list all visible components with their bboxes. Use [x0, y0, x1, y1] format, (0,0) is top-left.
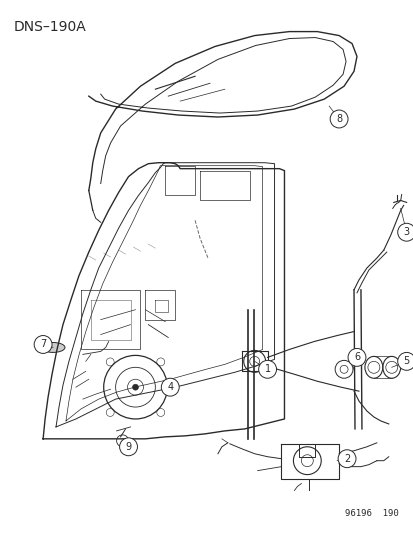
Circle shape — [34, 336, 52, 353]
Circle shape — [330, 110, 347, 128]
Circle shape — [347, 349, 365, 366]
Text: 3: 3 — [403, 227, 409, 237]
Text: 6: 6 — [353, 352, 359, 362]
Text: 5: 5 — [403, 357, 409, 366]
Text: 7: 7 — [40, 340, 46, 350]
Circle shape — [397, 223, 413, 241]
Circle shape — [397, 352, 413, 370]
Text: 2: 2 — [343, 454, 349, 464]
Text: DNS–190A: DNS–190A — [13, 20, 86, 34]
Text: 4: 4 — [167, 382, 173, 392]
Text: 9: 9 — [125, 442, 131, 452]
Ellipse shape — [41, 343, 65, 352]
Text: 1: 1 — [264, 365, 270, 374]
Text: 8: 8 — [335, 114, 341, 124]
Text: 96196  190: 96196 190 — [344, 510, 398, 518]
Circle shape — [337, 450, 355, 467]
Circle shape — [119, 438, 137, 456]
Circle shape — [132, 384, 138, 390]
Circle shape — [161, 378, 179, 396]
Circle shape — [258, 360, 276, 378]
